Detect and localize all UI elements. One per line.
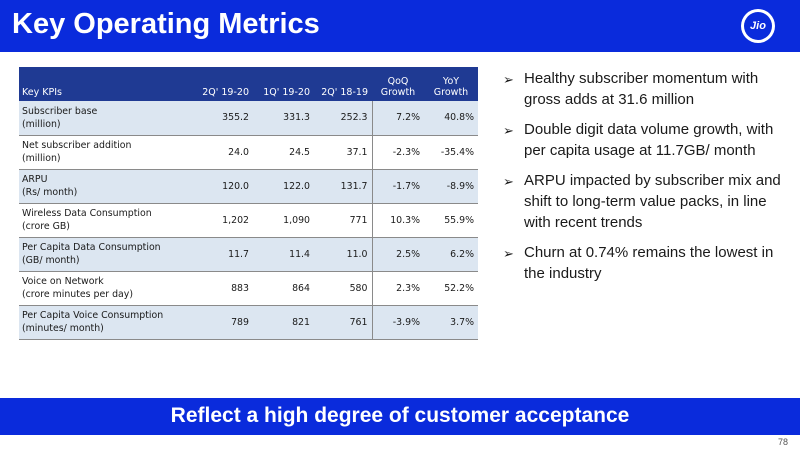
value-cell: 789 <box>189 305 253 340</box>
jio-logo-text: Jio <box>744 12 772 40</box>
value-cell: 883 <box>189 271 253 306</box>
table-row: Net subscriber addition (million) 24.0 24… <box>19 135 478 170</box>
value-cell: 761 <box>314 305 373 340</box>
kpi-name-cell: Voice on Network (crore minutes per day) <box>19 271 189 306</box>
qoq-cell: 2.3% <box>372 271 424 306</box>
page-number: 78 <box>777 437 788 447</box>
value-cell: 355.2 <box>189 101 253 136</box>
arrow-bullet-icon: ➢ <box>503 123 514 138</box>
table-row: Per Capita Data Consumption (GB/ month) 1… <box>19 237 478 272</box>
bullet-text: Healthy subscriber momentum with gross a… <box>524 70 759 108</box>
value-cell: 1,202 <box>189 203 253 238</box>
table-row: Voice on Network (crore minutes per day) … <box>19 271 478 306</box>
value-cell: 11.4 <box>253 237 314 272</box>
value-cell: 864 <box>253 271 314 306</box>
table-row: Subscriber base (million) 355.2 331.3 252… <box>19 101 478 136</box>
value-cell: 24.5 <box>253 135 314 170</box>
qoq-cell: 2.5% <box>372 237 424 272</box>
list-item: ➢ Healthy subscriber momentum with gross… <box>503 68 793 110</box>
kpi-name-cell: Per Capita Data Consumption (GB/ month) <box>19 237 189 272</box>
value-cell: 24.0 <box>189 135 253 170</box>
bullet-text: Double digit data volume growth, with pe… <box>524 121 774 159</box>
jio-logo: Jio <box>741 9 775 43</box>
header-yoy-growth: YoY Growth <box>424 67 478 101</box>
table-row: Per Capita Voice Consumption (minutes/ mo… <box>19 305 478 340</box>
slide-title: Key Operating Metrics <box>12 8 320 40</box>
value-cell: 122.0 <box>253 169 314 204</box>
value-cell: 771 <box>314 203 373 238</box>
kpi-name-cell: Per Capita Voice Consumption (minutes/ mo… <box>19 305 189 340</box>
table-row: ARPU (Rs/ month) 120.0 122.0 131.7 -1.7% … <box>19 169 478 204</box>
arrow-bullet-icon: ➢ <box>503 174 514 189</box>
value-cell: 11.0 <box>314 237 373 272</box>
qoq-cell: 10.3% <box>372 203 424 238</box>
header-qoq-growth: QoQ Growth <box>372 67 424 101</box>
yoy-cell: 40.8% <box>424 101 478 136</box>
bullet-text: ARPU impacted by subscriber mix and shif… <box>524 172 781 231</box>
value-cell: 120.0 <box>189 169 253 204</box>
value-cell: 11.7 <box>189 237 253 272</box>
arrow-bullet-icon: ➢ <box>503 72 514 87</box>
slide-header: Key Operating Metrics Jio <box>0 0 800 52</box>
kpi-name-cell: Net subscriber addition (million) <box>19 135 189 170</box>
value-cell: 252.3 <box>314 101 373 136</box>
kpi-table: Key KPIs 2Q' 19-20 1Q' 19-20 2Q' 18-19 Q… <box>19 67 478 340</box>
value-cell: 580 <box>314 271 373 306</box>
highlights-list: ➢ Healthy subscriber momentum with gross… <box>503 68 793 293</box>
yoy-cell: 55.9% <box>424 203 478 238</box>
value-cell: 821 <box>253 305 314 340</box>
list-item: ➢ ARPU impacted by subscriber mix and sh… <box>503 170 793 233</box>
qoq-cell: -2.3% <box>372 135 424 170</box>
yoy-cell: -8.9% <box>424 169 478 204</box>
qoq-cell: 7.2% <box>372 101 424 136</box>
yoy-cell: -35.4% <box>424 135 478 170</box>
kpi-name-cell: ARPU (Rs/ month) <box>19 169 189 204</box>
list-item: ➢ Double digit data volume growth, with … <box>503 119 793 161</box>
yoy-cell: 3.7% <box>424 305 478 340</box>
list-item: ➢ Churn at 0.74% remains the lowest in t… <box>503 242 793 284</box>
value-cell: 1,090 <box>253 203 314 238</box>
value-cell: 331.3 <box>253 101 314 136</box>
qoq-cell: -3.9% <box>372 305 424 340</box>
conclusion-banner: Reflect a high degree of customer accept… <box>0 398 800 435</box>
yoy-cell: 6.2% <box>424 237 478 272</box>
header-2q-19-20: 2Q' 19-20 <box>189 67 253 101</box>
header-1q-19-20: 1Q' 19-20 <box>253 67 314 101</box>
kpi-name-cell: Subscriber base (million) <box>19 101 189 136</box>
table-header-row: Key KPIs 2Q' 19-20 1Q' 19-20 2Q' 18-19 Q… <box>19 67 478 101</box>
value-cell: 131.7 <box>314 169 373 204</box>
banner-text: Reflect a high degree of customer accept… <box>170 404 630 427</box>
value-cell: 37.1 <box>314 135 373 170</box>
bullet-text: Churn at 0.74% remains the lowest in the… <box>524 244 774 282</box>
header-kpi: Key KPIs <box>19 67 189 101</box>
table-row: Wireless Data Consumption (crore GB) 1,20… <box>19 203 478 238</box>
header-2q-18-19: 2Q' 18-19 <box>314 67 372 101</box>
qoq-cell: -1.7% <box>372 169 424 204</box>
arrow-bullet-icon: ➢ <box>503 246 514 261</box>
yoy-cell: 52.2% <box>424 271 478 306</box>
kpi-name-cell: Wireless Data Consumption (crore GB) <box>19 203 189 238</box>
